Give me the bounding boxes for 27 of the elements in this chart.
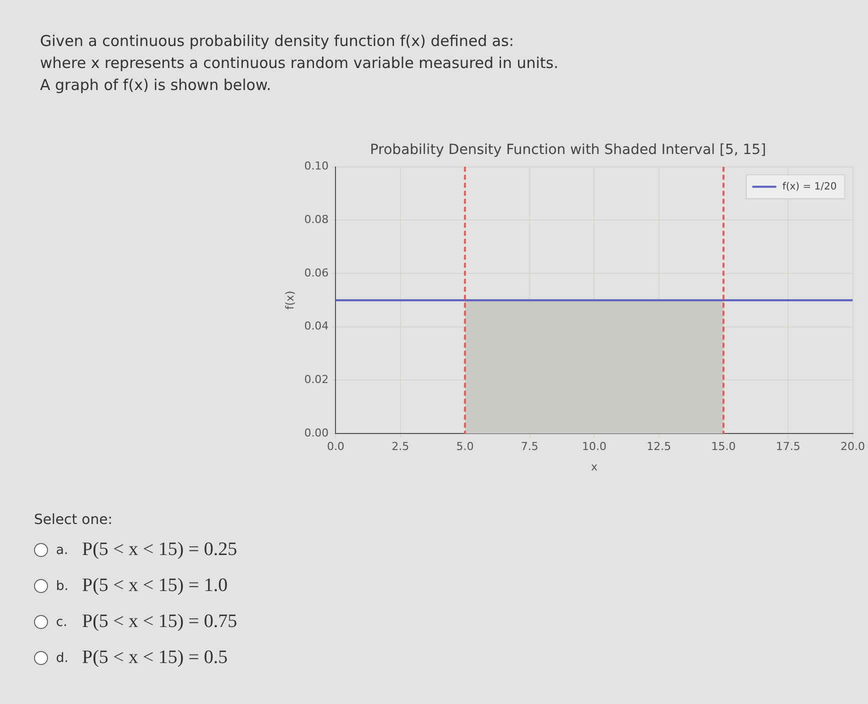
x-tick-label: 7.5 (520, 440, 538, 454)
text: Select one: (34, 512, 114, 528)
text: a. P(5 < x < 15) = 0.25 (56, 539, 238, 561)
y-tick-label: 0.04 (304, 320, 329, 333)
x-tick-label: 20.0 (840, 440, 866, 454)
legend-label: f(x) = 1/20 (782, 181, 837, 192)
y-tick-label: 0.06 (304, 266, 329, 280)
chart-title: Probability Density Function with Shaded Interval [5, 15] (370, 142, 766, 158)
y-tick-label: 0.00 (304, 426, 329, 440)
x-tick-label: 2.5 (392, 440, 410, 454)
y-tick-label: 0.02 (304, 373, 329, 386)
text: d. P(5 < x < 15) = 0.5 (56, 647, 228, 669)
y-tick-label: 0.08 (304, 213, 329, 226)
x-tick-label: 12.5 (646, 440, 672, 454)
y-axis-title: f(x) (283, 290, 296, 310)
x-tick-label: 17.5 (776, 440, 800, 454)
x-tick-label: 10.0 (582, 440, 606, 454)
text: Given a continuous probability density function f(x) defined as: (40, 31, 515, 52)
x-axis-title: x (590, 460, 598, 474)
text: where x represents a continuous random variable measured in units. (40, 53, 558, 74)
text: c. P(5 < x < 15) = 0.75 (56, 611, 238, 633)
x-tick-label: 15.0 (711, 440, 736, 454)
text: A graph of f(x) is shown below. (40, 75, 272, 96)
x-tick-label: 0.0 (326, 440, 344, 454)
x-tick-label: 5.0 (456, 440, 474, 454)
y-tick-label: 0.10 (304, 160, 329, 173)
text: b. P(5 < x < 15) = 1.0 (56, 575, 228, 597)
